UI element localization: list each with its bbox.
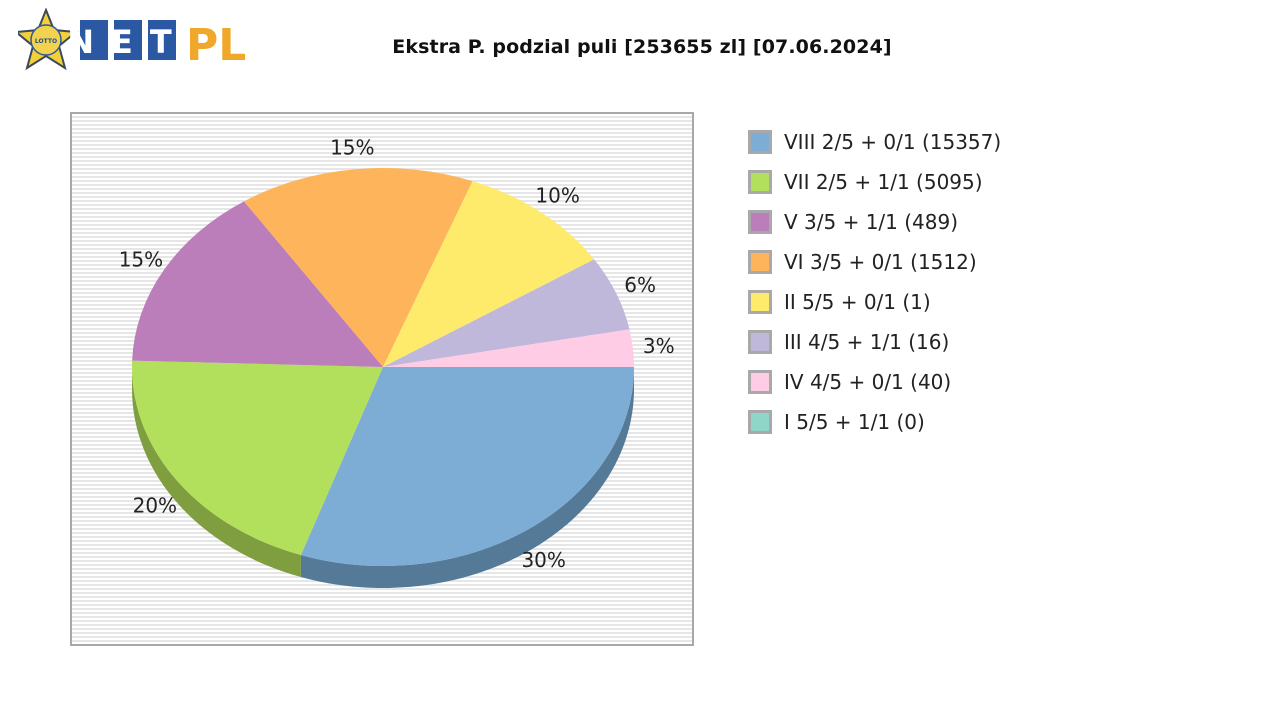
pie-slice-3 [243,168,473,367]
legend-swatch-1 [748,170,772,194]
legend-item-4: II 5/5 + 0/1 (1) [748,282,1001,322]
legend-item-3: VI 3/5 + 0/1 (1512) [748,242,1001,282]
legend-label-2: V 3/5 + 1/1 (489) [784,210,959,234]
logo-brand-pl: PL [186,20,246,71]
pie-label-0: 30% [521,548,565,572]
legend-item-6: IV 4/5 + 0/1 (40) [748,362,1001,402]
badge-text: LOTTO [35,38,57,45]
legend-label-7: I 5/5 + 1/1 (0) [784,410,925,434]
legend-swatch-5 [748,330,772,354]
logo-box-n [80,20,108,60]
legend-swatch-0 [748,130,772,154]
badge-circle [30,24,62,56]
pie-slice-1 [132,360,383,556]
pie-side-0 [300,367,634,589]
pie-label-3: 15% [330,135,374,159]
chart-title: Ekstra P. podzial puli [253655 zl] [07.0… [392,36,892,58]
legend-label-1: VII 2/5 + 1/1 (5095) [784,170,983,194]
logo-box-e [114,20,142,60]
legend-swatch-7 [748,410,772,434]
pie-label-2: 15% [119,248,163,272]
pie-slice-4 [383,181,595,367]
pie-top-group [132,168,634,566]
legend-label-3: VI 3/5 + 0/1 (1512) [784,250,977,274]
legend: VIII 2/5 + 0/1 (15357) VII 2/5 + 1/1 (509… [748,122,1001,442]
legend-label-4: II 5/5 + 0/1 (1) [784,290,931,314]
pie-slice-0 [300,367,634,566]
legend-swatch-2 [748,210,772,234]
pie-labels: 30% 20% 15% 15% 10% 6% 3% [119,135,675,572]
legend-item-1: VII 2/5 + 1/1 (5095) [748,162,1001,202]
pie-slice-2 [132,201,383,367]
legend-swatch-6 [748,370,772,394]
netpl-logo: LOTTO NET PL [18,8,246,71]
pie-side-1 [132,367,301,578]
pie-label-4: 10% [535,183,579,207]
legend-item-0: VIII 2/5 + 0/1 (15357) [748,122,1001,162]
logo-box-t [148,20,176,60]
legend-swatch-3 [748,250,772,274]
pie-label-1: 20% [133,494,177,518]
legend-item-5: III 4/5 + 1/1 (16) [748,322,1001,362]
legend-label-0: VIII 2/5 + 0/1 (15357) [784,130,1002,154]
legend-swatch-4 [748,290,772,314]
pie-side-group [132,367,634,589]
legend-item-2: V 3/5 + 1/1 (489) [748,202,1001,242]
legend-label-6: IV 4/5 + 0/1 (40) [784,370,952,394]
pie-label-5: 6% [624,273,656,297]
pie-label-6: 3% [643,334,675,358]
logo-brand-net: NET [67,23,188,61]
legend-label-5: III 4/5 + 1/1 (16) [784,330,950,354]
legend-item-7: I 5/5 + 1/1 (0) [748,402,1001,442]
pie-slice-5 [383,259,630,367]
pie-slice-6 [383,329,634,367]
